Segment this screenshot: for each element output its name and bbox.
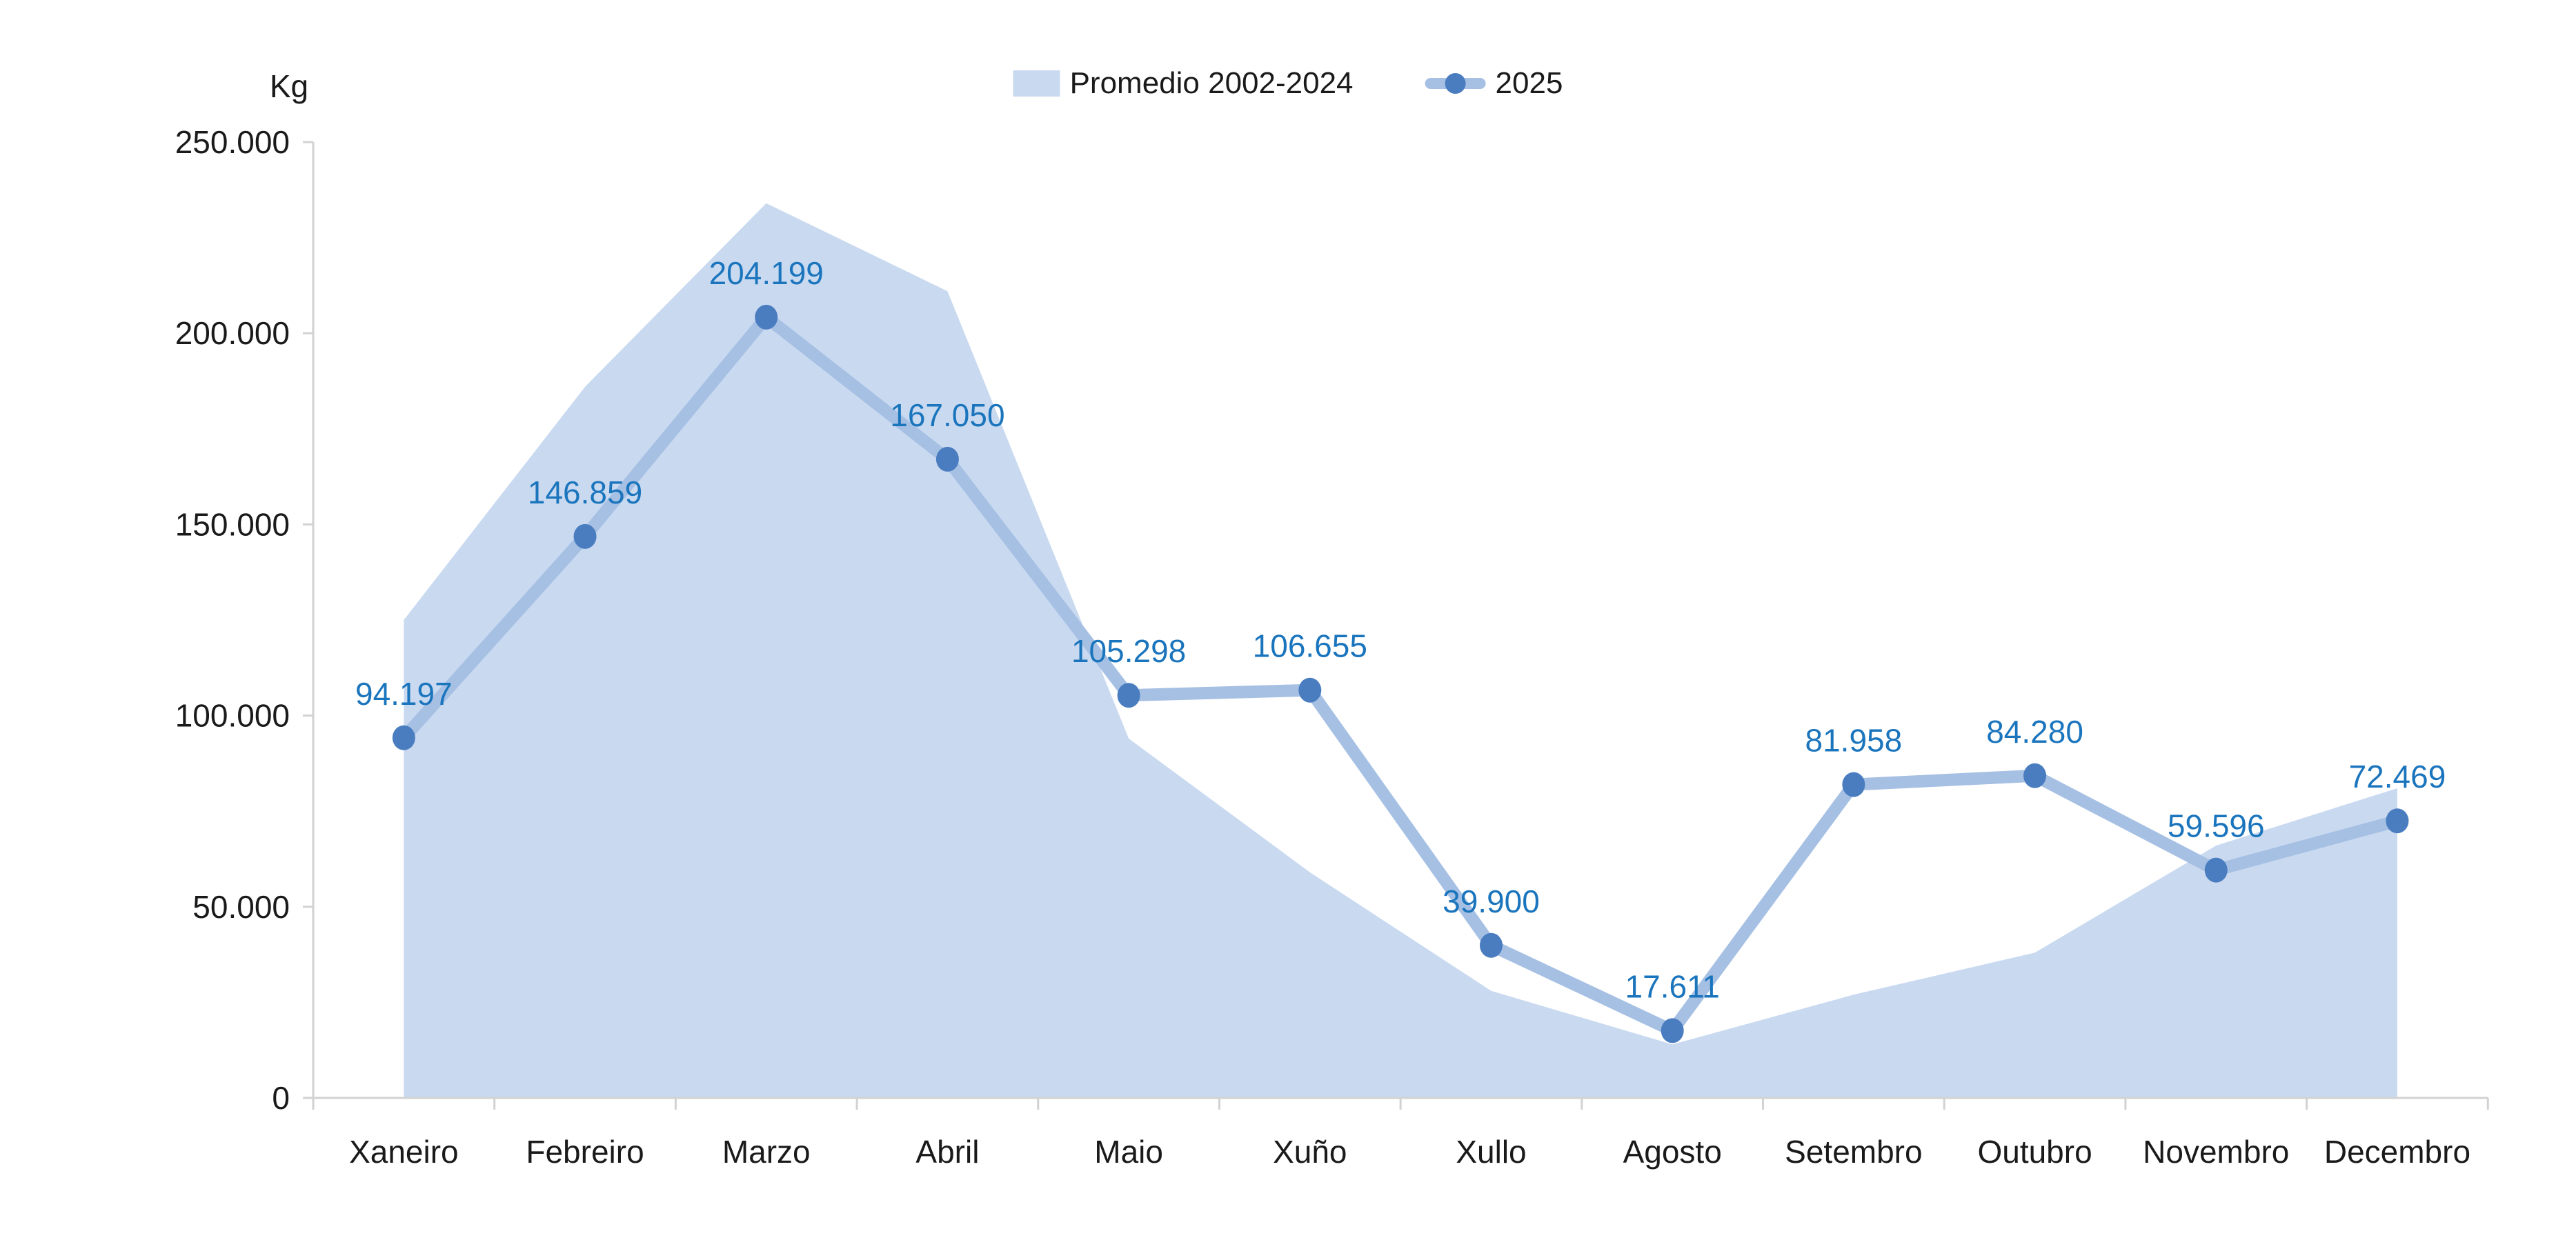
x-tick-label: Febreiro	[526, 1134, 644, 1170]
legend-label-promedio: Promedio 2002-2024	[1069, 66, 1354, 100]
y-tick-label: 100.000	[175, 698, 290, 734]
data-point-label: 84.280	[1986, 714, 2083, 750]
data-point-label: 81.958	[1805, 723, 1903, 759]
legend-marker-dot	[1445, 73, 1466, 94]
data-point-label: 204.199	[709, 255, 824, 291]
chart-legend: Promedio 2002-2024 2025	[1013, 66, 1563, 101]
x-tick-label: Setembro	[1785, 1134, 1922, 1170]
promedio-area-shape[interactable]	[404, 203, 2397, 1099]
data-point-marker[interactable]	[1842, 772, 1865, 797]
x-tick-label: Marzo	[722, 1134, 811, 1170]
data-point-label: 72.469	[2349, 759, 2446, 794]
y-axis-unit-label: Kg	[269, 68, 309, 104]
data-point-marker[interactable]	[2204, 857, 2228, 883]
x-tick-label: Xullo	[1456, 1134, 1526, 1170]
x-tick-label: Outubro	[1977, 1134, 2092, 1170]
data-point-marker[interactable]	[392, 725, 415, 750]
data-point-label: 167.050	[890, 397, 1004, 433]
y-tick-label: 150.000	[175, 506, 290, 542]
data-point-marker[interactable]	[755, 304, 778, 330]
series-2025-line[interactable]	[397, 310, 2404, 1037]
data-point-marker[interactable]	[1479, 932, 1503, 958]
x-tick-label: Xuño	[1273, 1134, 1347, 1170]
data-point-label: 17.611	[1625, 968, 1720, 1004]
x-tick-label: Novembro	[2143, 1134, 2289, 1170]
line-marker-swatch-icon	[1425, 70, 1486, 97]
x-tick-label: Xaneiro	[349, 1134, 459, 1170]
data-point-label: 94.197	[355, 676, 453, 712]
data-point-marker[interactable]	[2023, 763, 2047, 788]
data-point-label: 59.596	[2168, 808, 2265, 844]
data-point-label: 146.859	[528, 474, 642, 510]
data-point-marker[interactable]	[1298, 677, 1322, 703]
y-tick-label: 250.000	[175, 124, 290, 160]
data-point-label: 106.655	[1253, 628, 1367, 664]
area-swatch-icon	[1013, 70, 1060, 97]
x-tick-label: Agosto	[1623, 1134, 1722, 1170]
data-point-label: 105.298	[1071, 633, 1186, 669]
data-point-marker[interactable]	[1661, 1018, 1684, 1043]
y-tick-label: 50.000	[192, 889, 290, 925]
data-point-marker[interactable]	[2386, 808, 2409, 834]
data-point-marker[interactable]	[573, 523, 597, 549]
data-point-marker[interactable]	[1117, 683, 1140, 708]
x-tick-label: Maio	[1094, 1134, 1163, 1170]
data-point-marker[interactable]	[935, 446, 959, 472]
y-tick-label: 200.000	[175, 315, 290, 351]
legend-label-2025: 2025	[1495, 66, 1563, 100]
x-tick-label: Abril	[915, 1134, 979, 1170]
legend-entry-promedio[interactable]: Promedio 2002-2024	[1013, 66, 1354, 101]
x-tick-label: Decembro	[2324, 1134, 2470, 1170]
data-point-label: 39.900	[1443, 883, 1540, 919]
y-tick-label: 0	[272, 1080, 290, 1116]
legend-entry-2025[interactable]: 2025	[1425, 66, 1563, 101]
